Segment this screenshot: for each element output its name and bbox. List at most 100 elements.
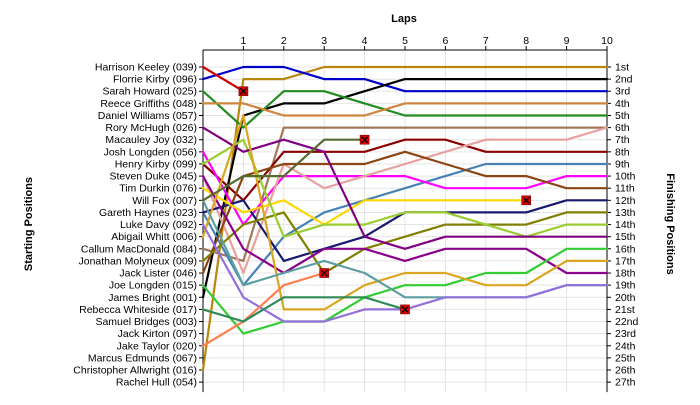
starting-position-label: Reece Griffiths (048) xyxy=(100,98,197,110)
starting-position-label: Samuel Bridges (003) xyxy=(95,316,197,328)
starting-position-label: Jonathan Molyneux (009) xyxy=(79,255,198,267)
starting-position-label: Jack Kirton (097) xyxy=(118,328,197,340)
starting-position-label: Callum MacDonald (084) xyxy=(81,243,197,255)
series-line xyxy=(201,126,609,262)
series-line xyxy=(201,65,609,372)
starting-position-label: Henry Kirby (099) xyxy=(115,158,197,170)
x-tick-label: 1 xyxy=(240,35,246,47)
retirement-marker-cross xyxy=(522,196,530,204)
finishing-position-label: 21st xyxy=(615,304,635,316)
starting-position-label: Steven Duke (045) xyxy=(109,171,197,183)
starting-position-label: Sarah Howard (025) xyxy=(102,86,197,98)
series-line xyxy=(201,150,609,226)
starting-position-label: Joe Longden (015) xyxy=(109,280,197,292)
retirement-marker-cross xyxy=(361,136,369,144)
x-tick-label: 9 xyxy=(564,35,570,47)
finishing-position-label: 4th xyxy=(615,98,630,110)
retirement-marker xyxy=(359,134,370,145)
series-line xyxy=(201,65,609,93)
series-lines xyxy=(201,65,609,372)
starting-position-label: Gareth Haynes (023) xyxy=(99,207,197,219)
finishing-position-label: 26th xyxy=(615,365,636,377)
finishing-position-label: 10th xyxy=(615,171,636,183)
starting-position-label: Macauley Joy (032) xyxy=(105,134,197,146)
retirement-marker-cross xyxy=(239,87,247,95)
series-line xyxy=(201,126,609,250)
starting-position-label: Abigail Whitt (006) xyxy=(111,231,197,243)
starting-position-label: Christopher Allwright (016) xyxy=(73,365,197,377)
x-tick-label: 3 xyxy=(321,35,327,47)
series-line xyxy=(201,102,609,117)
starting-position-label: Will Fox (007) xyxy=(132,195,197,207)
series-line xyxy=(201,187,528,226)
finishing-position-label: 11th xyxy=(615,183,635,195)
starting-position-label: Daniel Williams (057) xyxy=(98,110,197,122)
finishing-position-label: 16th xyxy=(615,243,636,255)
finishing-position-label: 17th xyxy=(615,255,636,267)
finishing-position-label: 6th xyxy=(615,122,630,134)
starting-position-label: Rory McHugh (026) xyxy=(105,122,197,134)
retirement-marker xyxy=(521,195,532,206)
chart-axes xyxy=(199,46,611,393)
finishing-position-label: 24th xyxy=(615,340,636,352)
finishing-position-label: 13th xyxy=(615,207,636,219)
finishing-position-label: 27th xyxy=(615,377,636,389)
series-line xyxy=(201,162,609,287)
series-line xyxy=(201,271,326,347)
series-line xyxy=(201,138,366,202)
series-line xyxy=(201,175,609,275)
y-axis-label-left: Starting Positions xyxy=(23,177,35,271)
chart-title: Laps xyxy=(391,13,417,25)
x-tick-label: 7 xyxy=(483,35,489,47)
retirement-marker xyxy=(319,268,330,278)
starting-position-label: Florrie Kirby (096) xyxy=(113,74,197,86)
series-line xyxy=(201,126,609,275)
starting-position-label: Jake Taylor (020) xyxy=(117,340,197,352)
starting-position-label: Josh Longden (056) xyxy=(104,146,197,158)
x-tick-label: 8 xyxy=(523,35,529,47)
series-line xyxy=(201,90,609,129)
finishing-position-label: 15th xyxy=(615,231,636,243)
finishing-position-label: 8th xyxy=(615,146,630,158)
y-axis-label-right: Finishing Positions xyxy=(664,173,676,274)
x-tick-label: 6 xyxy=(442,35,448,47)
finishing-position-label: 1st xyxy=(615,62,629,74)
series-line xyxy=(201,150,609,275)
retirement-marker-cross xyxy=(320,269,328,277)
starting-position-label: Rachel Hull (054) xyxy=(116,377,197,389)
finishing-position-label: 20th xyxy=(615,292,636,304)
finishing-position-label: 25th xyxy=(615,352,636,364)
retirement-markers xyxy=(238,86,532,315)
series-line xyxy=(201,114,609,311)
finishing-position-label: 2nd xyxy=(615,74,633,86)
series-line xyxy=(201,247,609,335)
finishing-position-label: 19th xyxy=(615,280,636,292)
starting-position-label: Tim Durkin (076) xyxy=(119,183,197,195)
x-tick-label: 10 xyxy=(601,35,613,47)
starting-position-label: Marcus Edmunds (067) xyxy=(88,352,197,364)
retirement-marker xyxy=(400,304,410,315)
series-line xyxy=(201,296,407,323)
finishing-position-label: 9th xyxy=(615,158,630,170)
starting-position-label: Jack Lister (046) xyxy=(119,268,197,280)
retirement-marker xyxy=(238,86,249,97)
finishing-position-label: 23rd xyxy=(615,328,636,340)
finishing-position-label: 14th xyxy=(615,219,636,231)
retirement-marker-cross xyxy=(401,305,409,313)
finishing-position-label: 18th xyxy=(615,268,636,280)
finishing-position-label: 12th xyxy=(615,195,636,207)
starting-position-label: Rebecca Whiteside (017) xyxy=(79,304,197,316)
axis-labels: 1 2 3 4 5 6 7 8 9 10 Harrison Keeley (039)Florrie … xyxy=(73,35,638,389)
x-tick-label: 4 xyxy=(362,35,368,47)
series-line xyxy=(201,211,609,275)
x-tick-label: 2 xyxy=(281,35,287,47)
series-line xyxy=(201,65,245,93)
x-tick-label: 5 xyxy=(402,35,408,47)
starting-position-label: Luke Davy (092) xyxy=(120,219,197,231)
finishing-position-label: 3rd xyxy=(615,86,630,98)
series-line xyxy=(201,77,609,299)
series-line xyxy=(201,138,609,238)
starting-position-label: James Bright (001) xyxy=(108,292,197,304)
finishing-position-label: 5th xyxy=(615,110,630,122)
finishing-position-label: 22nd xyxy=(615,316,639,328)
